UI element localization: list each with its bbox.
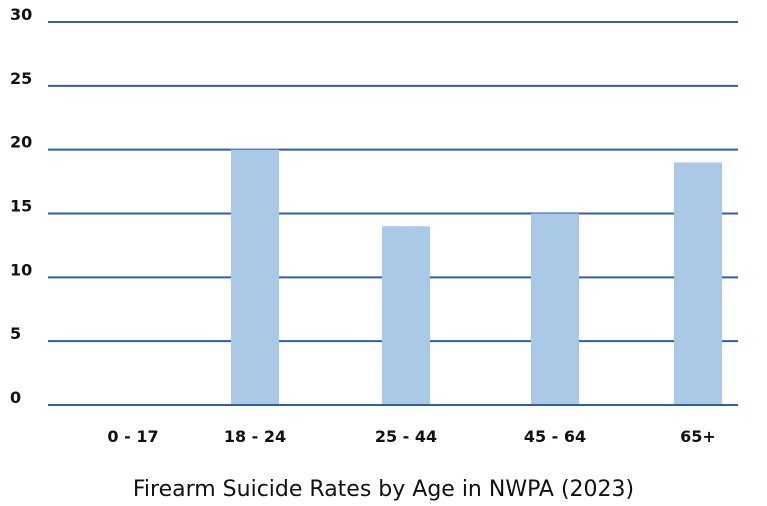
- bar-2: [382, 226, 430, 404]
- x-tick-label-0: 0 - 17: [107, 427, 158, 446]
- x-tick-label-1: 18 - 24: [224, 427, 286, 446]
- y-tick-label-15: 15: [10, 197, 32, 216]
- bar-4: [674, 162, 722, 404]
- y-tick-label-0: 0: [10, 388, 21, 407]
- y-tick-label-5: 5: [10, 324, 21, 343]
- y-tick-label-20: 20: [10, 133, 32, 152]
- y-tick-label-10: 10: [10, 260, 32, 279]
- y-tick-label-25: 25: [10, 69, 32, 88]
- x-tick-label-2: 25 - 44: [375, 427, 437, 446]
- x-tick-label-4: 65+: [680, 427, 716, 446]
- chart-title: Firearm Suicide Rates by Age in NWPA (20…: [132, 477, 635, 502]
- bar-1: [231, 149, 279, 404]
- y-axis-ticks: 0 5 10 15 20 25 30: [10, 5, 32, 407]
- x-tick-label-3: 45 - 64: [524, 427, 586, 446]
- y-tick-label-30: 30: [10, 5, 32, 24]
- bar-3: [531, 213, 579, 404]
- bar-chart: 0 5 10 15 20 25 30 0 - 17 18 - 24 25 - 44 45 - 64…: [10, 5, 738, 446]
- bars: [231, 149, 722, 404]
- x-axis-ticks: 0 - 17 18 - 24 25 - 44 45 - 64 65+: [107, 427, 715, 446]
